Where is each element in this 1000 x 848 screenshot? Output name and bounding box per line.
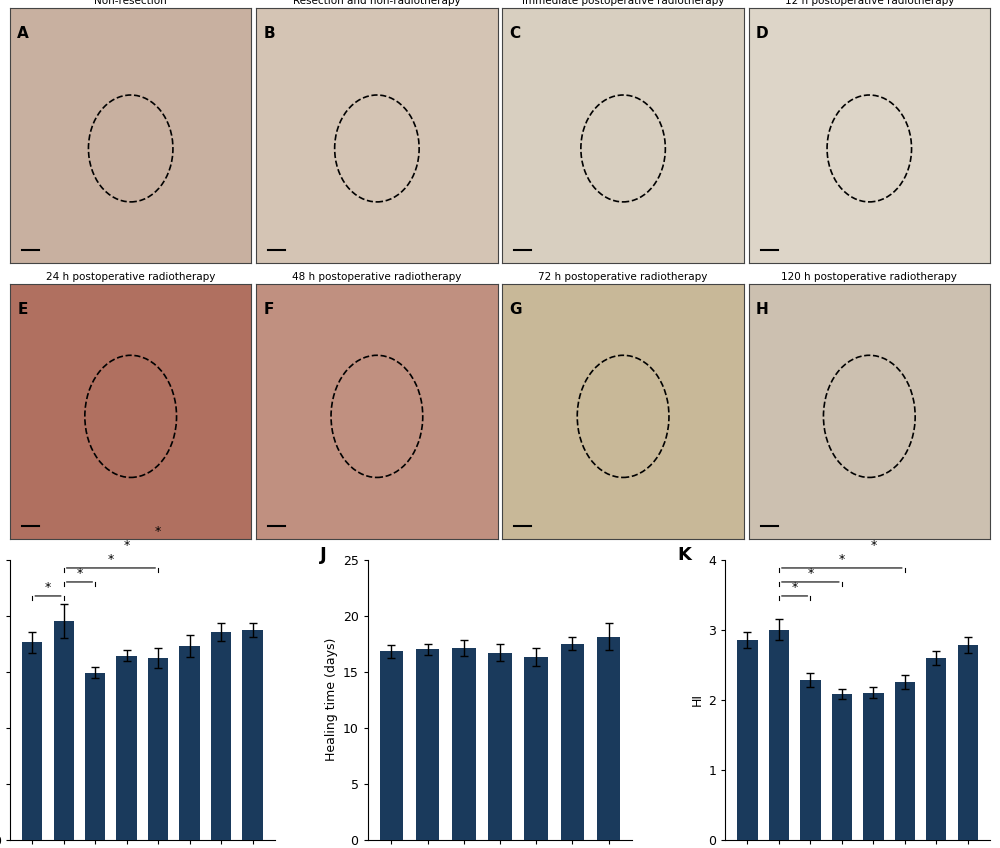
Bar	[116, 656, 137, 840]
Text: G: G	[510, 302, 522, 317]
Text: H: H	[756, 302, 769, 317]
Text: *: *	[76, 566, 83, 580]
Text: K: K	[677, 545, 691, 564]
Title: Immediate postoperative radiotherapy: Immediate postoperative radiotherapy	[522, 0, 724, 6]
Text: J: J	[320, 545, 327, 564]
Title: 48 h postoperative radiotherapy: 48 h postoperative radiotherapy	[292, 272, 462, 282]
Bar	[242, 630, 263, 840]
Bar	[54, 621, 74, 840]
Bar	[148, 658, 168, 840]
Text: C: C	[510, 26, 521, 42]
Y-axis label: Healing time (days): Healing time (days)	[325, 638, 338, 762]
Bar	[832, 694, 852, 840]
Text: *: *	[155, 525, 161, 538]
Bar	[85, 672, 105, 840]
Bar	[211, 633, 231, 840]
Text: F: F	[263, 302, 274, 317]
Bar	[22, 643, 42, 840]
Bar	[380, 651, 403, 840]
Bar	[488, 652, 512, 840]
Title: 12 h postoperative radiotherapy: 12 h postoperative radiotherapy	[785, 0, 954, 6]
Title: 72 h postoperative radiotherapy: 72 h postoperative radiotherapy	[538, 272, 708, 282]
Bar	[561, 644, 584, 840]
Bar	[416, 650, 439, 840]
Text: *: *	[839, 553, 845, 566]
Bar	[737, 640, 758, 840]
Bar	[452, 648, 476, 840]
Bar	[800, 680, 821, 840]
Text: *: *	[124, 538, 130, 552]
Bar	[863, 693, 884, 840]
Title: 120 h postoperative radiotherapy: 120 h postoperative radiotherapy	[781, 272, 957, 282]
Bar	[179, 646, 200, 840]
Bar	[769, 629, 789, 840]
Text: D: D	[756, 26, 768, 42]
Bar	[895, 682, 915, 840]
Bar	[926, 657, 946, 840]
Bar	[524, 657, 548, 840]
Text: *: *	[870, 538, 876, 552]
Title: 24 h postoperative radiotherapy: 24 h postoperative radiotherapy	[46, 272, 215, 282]
Y-axis label: HI: HI	[691, 693, 704, 706]
Text: A: A	[17, 26, 29, 42]
Bar	[597, 637, 620, 840]
Text: E: E	[17, 302, 28, 317]
Text: B: B	[263, 26, 275, 42]
Bar	[958, 645, 978, 840]
Title: Non-resection: Non-resection	[94, 0, 167, 6]
Text: *: *	[791, 581, 798, 594]
Text: *: *	[807, 566, 813, 580]
Text: *: *	[108, 553, 114, 566]
Title: Resection and non-radiotherapy: Resection and non-radiotherapy	[293, 0, 461, 6]
Text: *: *	[45, 581, 51, 594]
